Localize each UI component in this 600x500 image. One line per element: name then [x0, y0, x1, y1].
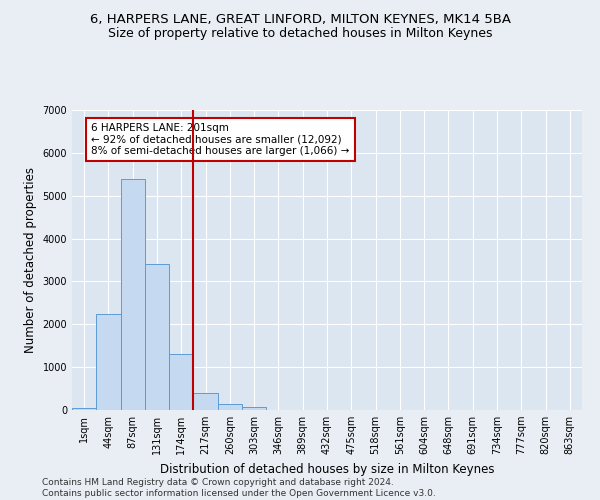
Bar [121, 178, 145, 410]
Text: 6 HARPERS LANE: 201sqm
← 92% of detached houses are smaller (12,092)
8% of semi-: 6 HARPERS LANE: 201sqm ← 92% of detached… [91, 123, 350, 156]
Y-axis label: Number of detached properties: Number of detached properties [24, 167, 37, 353]
Bar [193, 393, 218, 410]
Text: 6, HARPERS LANE, GREAT LINFORD, MILTON KEYNES, MK14 5BA: 6, HARPERS LANE, GREAT LINFORD, MILTON K… [89, 12, 511, 26]
Bar [145, 264, 169, 410]
Bar [218, 404, 242, 410]
Bar [96, 314, 121, 410]
X-axis label: Distribution of detached houses by size in Milton Keynes: Distribution of detached houses by size … [160, 462, 494, 475]
Bar [169, 354, 193, 410]
Text: Size of property relative to detached houses in Milton Keynes: Size of property relative to detached ho… [108, 28, 492, 40]
Text: Contains HM Land Registry data © Crown copyright and database right 2024.
Contai: Contains HM Land Registry data © Crown c… [42, 478, 436, 498]
Bar [242, 407, 266, 410]
Bar [72, 408, 96, 410]
